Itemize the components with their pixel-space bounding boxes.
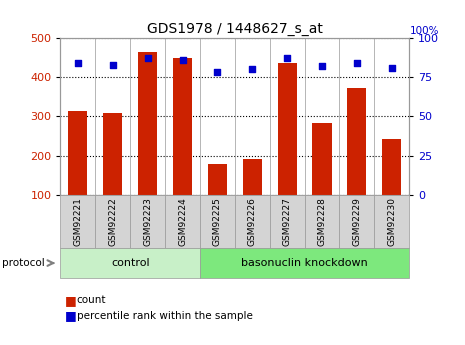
Bar [382,139,401,195]
Title: GDS1978 / 1448627_s_at: GDS1978 / 1448627_s_at [147,21,323,36]
Bar [68,111,87,195]
Text: GSM92227: GSM92227 [283,197,292,246]
Point [318,63,325,69]
Point [214,70,221,75]
FancyBboxPatch shape [235,195,270,248]
Text: GSM92229: GSM92229 [352,197,361,246]
FancyBboxPatch shape [95,195,130,248]
Text: ■: ■ [65,294,77,307]
Point [179,57,186,63]
FancyBboxPatch shape [339,195,374,248]
Text: GSM92228: GSM92228 [318,197,326,246]
Text: count: count [77,295,106,305]
Text: GSM92226: GSM92226 [248,197,257,246]
FancyBboxPatch shape [374,195,409,248]
Point [144,56,152,61]
Bar [347,88,366,195]
Point [353,60,361,66]
Bar [103,112,122,195]
Text: 100%: 100% [410,26,439,36]
Bar [173,58,192,195]
Bar [138,52,157,195]
Bar [312,123,332,195]
Text: basonuclin knockdown: basonuclin knockdown [241,258,368,268]
FancyBboxPatch shape [130,195,165,248]
FancyBboxPatch shape [200,195,235,248]
Text: ■: ■ [65,309,77,322]
Text: percentile rank within the sample: percentile rank within the sample [77,311,252,321]
Text: GSM92225: GSM92225 [213,197,222,246]
Point [388,65,395,70]
Point [109,62,116,67]
FancyBboxPatch shape [270,195,305,248]
Text: GSM92223: GSM92223 [143,197,152,246]
Bar [243,159,262,195]
Point [283,56,291,61]
Point [248,67,256,72]
FancyBboxPatch shape [305,195,339,248]
FancyBboxPatch shape [200,248,409,278]
Text: control: control [111,258,150,268]
FancyBboxPatch shape [165,195,200,248]
Text: protocol: protocol [2,258,45,268]
Text: GSM92230: GSM92230 [387,197,396,246]
Bar [208,164,227,195]
Text: GSM92222: GSM92222 [108,197,117,246]
FancyBboxPatch shape [60,248,200,278]
Text: GSM92221: GSM92221 [73,197,82,246]
Text: GSM92224: GSM92224 [178,197,187,246]
Point [74,60,82,66]
FancyBboxPatch shape [60,195,95,248]
Bar [278,63,297,195]
